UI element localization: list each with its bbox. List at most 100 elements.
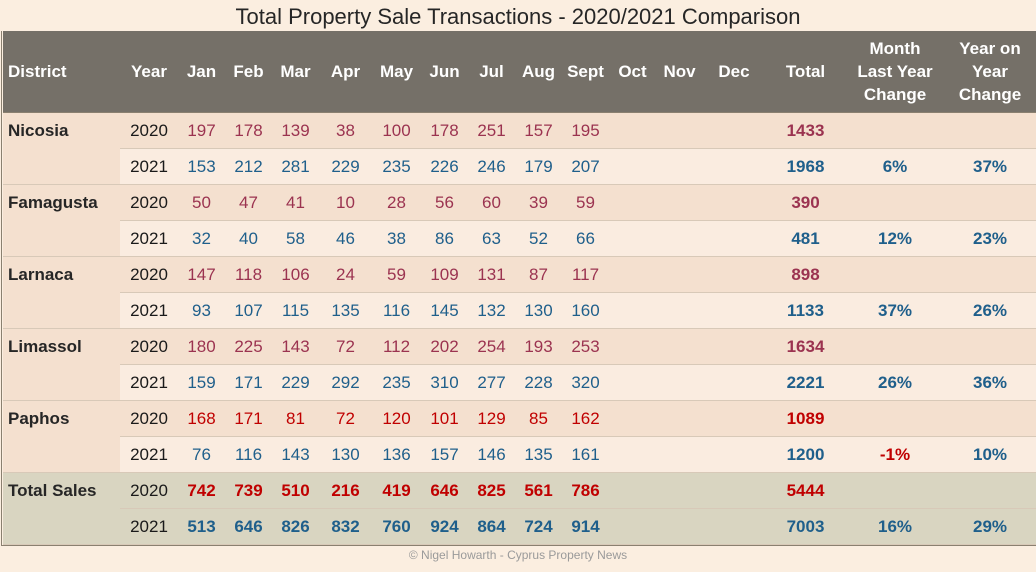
table-row: 2021 513 646 826 832 760 924 864 724 914 7003 16% 29… [3, 508, 1036, 545]
column-header-feb: Feb [225, 31, 272, 113]
month-value-cell: 118 [225, 256, 272, 293]
total-cell: 5444 [765, 472, 846, 509]
month-value-cell [656, 256, 703, 293]
month-value-cell [703, 400, 765, 437]
month-value-cell: 87 [515, 256, 562, 293]
table-frame: District Year Jan Feb Mar Apr May Jun Ju… [1, 31, 1036, 546]
month-value-cell: 109 [421, 256, 468, 293]
month-value-cell: 419 [372, 472, 421, 509]
month-value-cell: 143 [272, 328, 319, 365]
month-value-cell [703, 112, 765, 149]
year-cell: 2021 [120, 508, 178, 545]
column-header-year-change: Year on Year Change [944, 31, 1036, 113]
month-value-cell: 32 [178, 220, 225, 257]
month-value-cell: 178 [421, 112, 468, 149]
district-name: Paphos [3, 400, 120, 473]
month-value-cell: 159 [178, 364, 225, 401]
table-row: 2021 93 107 115 135 116 145 132 130 160 1133 37% 26% [3, 292, 1036, 329]
month-value-cell: 171 [225, 400, 272, 437]
month-value-cell: 117 [562, 256, 609, 293]
month-value-cell: 50 [178, 184, 225, 221]
table-row: Nicosia 2020 197 178 139 38 100 178 251 157 195 143… [3, 112, 1036, 185]
month-value-cell [656, 328, 703, 365]
month-value-cell [609, 184, 656, 221]
month-value-cell: 40 [225, 220, 272, 257]
month-value-cell [656, 400, 703, 437]
month-value-cell: 46 [319, 220, 372, 257]
month-value-cell: 76 [178, 436, 225, 473]
month-value-cell: 739 [225, 472, 272, 509]
month-value-cell: 914 [562, 508, 609, 545]
month-value-cell: 786 [562, 472, 609, 509]
month-value-cell: 10 [319, 184, 372, 221]
column-header-sept: Sept [562, 31, 609, 113]
column-header-jun: Jun [421, 31, 468, 113]
column-header-aug: Aug [515, 31, 562, 113]
year-change-cell [944, 472, 1036, 509]
month-value-cell: 251 [468, 112, 515, 149]
month-value-cell: 864 [468, 508, 515, 545]
month-value-cell: 24 [319, 256, 372, 293]
month-value-cell: 28 [372, 184, 421, 221]
month-change-line-2: Last Year [857, 62, 933, 81]
column-header-district: District [3, 31, 120, 113]
year-change-cell: 26% [944, 292, 1036, 329]
month-value-cell: 93 [178, 292, 225, 329]
month-change-line-3: Change [863, 85, 927, 104]
month-value-cell [656, 220, 703, 257]
month-value-cell: 136 [372, 436, 421, 473]
month-value-cell [609, 112, 656, 149]
month-change-cell: 26% [846, 364, 944, 401]
month-change-cell: 12% [846, 220, 944, 257]
total-cell: 1634 [765, 328, 846, 365]
month-value-cell: 115 [272, 292, 319, 329]
month-value-cell: 157 [515, 112, 562, 149]
month-value-cell: 179 [515, 148, 562, 185]
table-row: Larnaca 2020 147 118 106 24 59 109 131 87 117 898 [3, 256, 1036, 329]
month-value-cell [656, 508, 703, 545]
month-value-cell: 38 [372, 220, 421, 257]
month-value-cell [656, 292, 703, 329]
month-change-cell: 6% [846, 148, 944, 185]
month-value-cell [609, 400, 656, 437]
month-value-cell [703, 184, 765, 221]
year-cell: 2020 [120, 256, 178, 293]
column-header-total: Total [765, 31, 846, 113]
month-value-cell: 832 [319, 508, 372, 545]
month-value-cell: 139 [272, 112, 319, 149]
month-value-cell [703, 472, 765, 509]
year-cell: 2021 [120, 292, 178, 329]
month-value-cell: 59 [372, 256, 421, 293]
month-value-cell: 171 [225, 364, 272, 401]
month-value-cell [656, 112, 703, 149]
month-value-cell [609, 364, 656, 401]
total-cell: 1133 [765, 292, 846, 329]
month-value-cell: 72 [319, 400, 372, 437]
table-row: Total Sales 2020 742 739 510 216 419 646 825 561 7… [3, 472, 1036, 545]
month-value-cell: 112 [372, 328, 421, 365]
month-value-cell: 130 [515, 292, 562, 329]
total-cell: 1433 [765, 112, 846, 149]
month-value-cell [609, 436, 656, 473]
year-change-cell: 37% [944, 148, 1036, 185]
month-value-cell: 228 [515, 364, 562, 401]
month-value-cell: 168 [178, 400, 225, 437]
month-value-cell [609, 328, 656, 365]
year-change-cell: 29% [944, 508, 1036, 545]
total-cell: 1968 [765, 148, 846, 185]
month-value-cell: 510 [272, 472, 319, 509]
month-value-cell [703, 220, 765, 257]
year-cell: 2020 [120, 328, 178, 365]
year-cell: 2020 [120, 184, 178, 221]
month-value-cell: 281 [272, 148, 319, 185]
month-value-cell: 60 [468, 184, 515, 221]
month-value-cell [703, 292, 765, 329]
month-value-cell: 153 [178, 148, 225, 185]
total-cell: 1089 [765, 400, 846, 437]
month-value-cell: 106 [272, 256, 319, 293]
month-value-cell [703, 148, 765, 185]
month-value-cell: 826 [272, 508, 319, 545]
header-row: District Year Jan Feb Mar Apr May Jun Ju… [3, 31, 1036, 113]
year-cell: 2021 [120, 436, 178, 473]
month-value-cell: 646 [225, 508, 272, 545]
